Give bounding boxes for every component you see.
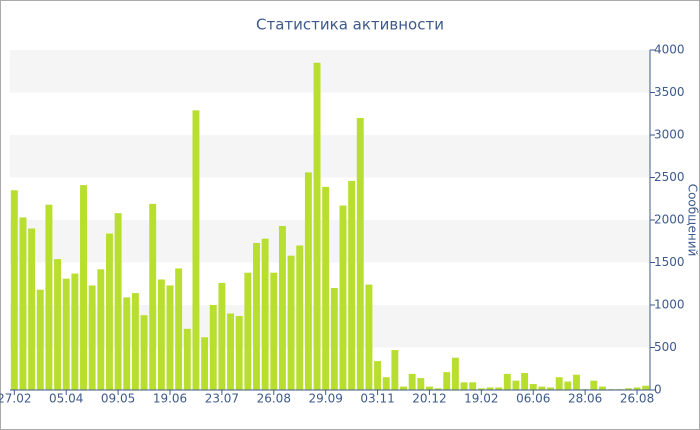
bar bbox=[598, 386, 606, 390]
bar bbox=[80, 185, 87, 390]
bar bbox=[166, 285, 174, 390]
y-tick-label: 3000 bbox=[654, 128, 685, 142]
x-tick-label: 05.04 bbox=[49, 392, 83, 406]
x-tick-label: 19.02 bbox=[464, 392, 498, 406]
x-tick-label: 06.06 bbox=[516, 392, 550, 406]
bar bbox=[365, 284, 373, 390]
bar bbox=[36, 289, 44, 390]
bar bbox=[356, 118, 364, 390]
x-tick-label: 29.09 bbox=[308, 392, 342, 406]
bar bbox=[131, 293, 139, 390]
bar bbox=[54, 259, 62, 390]
y-tick-label: 0 bbox=[654, 383, 662, 397]
bar bbox=[235, 316, 243, 390]
bar bbox=[538, 386, 546, 390]
bar bbox=[573, 374, 580, 390]
bar bbox=[512, 380, 520, 390]
bar bbox=[330, 288, 338, 390]
bar bbox=[270, 272, 278, 390]
bar bbox=[400, 386, 407, 390]
chart-title: Статистика активности bbox=[256, 16, 444, 34]
y-tick-label: 2000 bbox=[654, 213, 685, 227]
bar bbox=[322, 186, 330, 390]
bar bbox=[253, 242, 260, 390]
bar bbox=[157, 279, 165, 390]
bar bbox=[477, 388, 485, 390]
bar bbox=[192, 110, 200, 390]
bar bbox=[45, 204, 53, 390]
bar bbox=[313, 62, 321, 390]
bar bbox=[106, 233, 113, 390]
bar bbox=[590, 380, 598, 390]
bar bbox=[426, 386, 433, 390]
bar bbox=[633, 387, 641, 390]
bar bbox=[348, 180, 356, 390]
bar bbox=[19, 217, 27, 390]
x-tick-label: 26.08 bbox=[257, 392, 291, 406]
bar bbox=[642, 385, 650, 390]
bar bbox=[339, 205, 347, 390]
bar bbox=[123, 297, 131, 390]
bar bbox=[495, 387, 503, 390]
bar bbox=[460, 382, 468, 390]
bar bbox=[529, 384, 537, 390]
bar bbox=[149, 203, 157, 390]
x-tick-label: 03.11 bbox=[360, 392, 394, 406]
x-tick-label: 19.06 bbox=[153, 392, 187, 406]
bar bbox=[140, 315, 148, 390]
bar bbox=[218, 282, 226, 390]
bar bbox=[382, 377, 390, 390]
bar bbox=[486, 387, 494, 390]
bar bbox=[28, 228, 36, 390]
y-tick-label: 1000 bbox=[654, 298, 685, 312]
x-tick-label: 28.06 bbox=[568, 392, 602, 406]
bar bbox=[451, 357, 459, 390]
bar bbox=[391, 350, 399, 390]
bar bbox=[244, 272, 252, 390]
bar bbox=[564, 381, 572, 390]
x-tick-label: 27.02 bbox=[0, 392, 32, 406]
bar bbox=[408, 373, 416, 390]
bar bbox=[304, 172, 312, 390]
bar bbox=[183, 328, 191, 390]
grid-band bbox=[10, 135, 650, 178]
bar bbox=[62, 278, 70, 390]
bar bbox=[114, 213, 122, 390]
x-tick-label: 26.08 bbox=[620, 392, 654, 406]
bar bbox=[296, 245, 304, 390]
bar bbox=[547, 387, 554, 390]
x-tick-label: 09.05 bbox=[101, 392, 135, 406]
bar bbox=[227, 313, 234, 390]
bar bbox=[443, 372, 451, 390]
bar bbox=[287, 255, 295, 390]
bar bbox=[88, 285, 96, 390]
y-axis-label: Сообщений bbox=[686, 184, 700, 257]
bar bbox=[175, 268, 183, 390]
y-tick-label: 1500 bbox=[654, 255, 685, 269]
x-tick-label: 20.12 bbox=[412, 392, 446, 406]
bar bbox=[261, 238, 269, 390]
bar bbox=[469, 382, 477, 390]
bar bbox=[434, 388, 442, 390]
grid-band bbox=[10, 50, 650, 93]
y-tick-label: 500 bbox=[654, 340, 677, 354]
x-tick-label: 23.07 bbox=[205, 392, 239, 406]
bar bbox=[10, 190, 18, 390]
y-tick-label: 3500 bbox=[654, 85, 685, 99]
y-tick-label: 4000 bbox=[654, 43, 685, 57]
bar bbox=[503, 373, 511, 390]
bar bbox=[97, 269, 105, 390]
bar bbox=[417, 378, 425, 390]
bar bbox=[278, 225, 286, 390]
bar bbox=[555, 377, 563, 390]
bar bbox=[374, 361, 382, 390]
y-tick-label: 2500 bbox=[654, 170, 685, 184]
bar bbox=[624, 388, 632, 390]
bar bbox=[71, 273, 79, 390]
bar bbox=[209, 305, 217, 390]
bar bbox=[201, 337, 209, 390]
bar bbox=[521, 373, 529, 390]
